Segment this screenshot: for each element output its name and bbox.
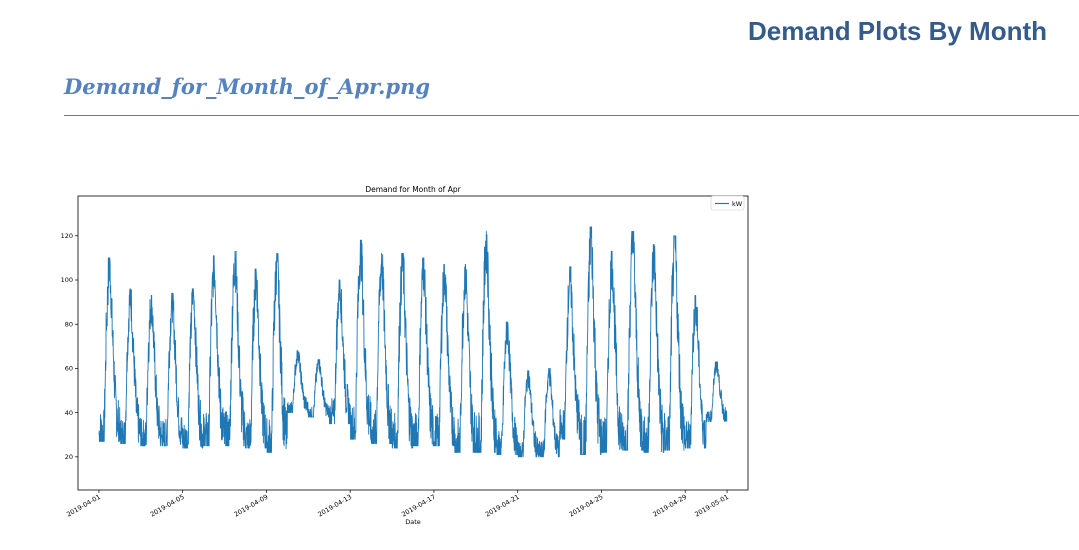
y-tick-label: 60: [65, 365, 73, 373]
x-tick-label: 2019-05-01: [693, 493, 730, 519]
y-tick-label: 80: [65, 320, 73, 328]
title-divider: [64, 115, 1079, 116]
chart-svg: Demand for Month of Apr 20 40 60 80 100 120 2…: [61, 185, 749, 526]
x-axis: 2019-04-01 2019-04-05 2019-04-09 2019-04-13…: [65, 490, 730, 519]
file-title: Demand_for_Month_of_Apr.png: [64, 74, 431, 99]
x-tick-label: 2019-04-01: [65, 493, 102, 519]
chart-title: Demand for Month of Apr: [365, 185, 461, 194]
x-tick-label: 2019-04-21: [484, 493, 521, 519]
page-heading: Demand Plots By Month: [748, 16, 1048, 46]
x-tick-label: 2019-04-29: [651, 493, 688, 519]
plot-frame: [77, 195, 749, 491]
x-tick-label: 2019-04-13: [316, 493, 353, 519]
x-tick-label: 2019-04-09: [233, 493, 270, 519]
legend-entry-kw: kW: [732, 200, 743, 208]
chart-marks: [98, 226, 728, 458]
legend: kW: [710, 195, 745, 211]
y-tick-label: 100: [61, 276, 73, 284]
series-line-kw: [98, 226, 728, 458]
y-axis: 20 40 60 80 100 120: [61, 232, 78, 461]
demand-chart: Demand for Month of Apr 20 40 60 80 100 120 2…: [0, 175, 760, 550]
x-tick-label: 2019-04-17: [400, 493, 437, 519]
x-tick-label: 2019-04-05: [149, 493, 186, 519]
y-tick-label: 20: [65, 453, 73, 461]
x-axis-label: Date: [405, 518, 421, 526]
x-tick-label: 2019-04-25: [568, 493, 605, 519]
y-tick-label: 120: [61, 232, 73, 240]
y-tick-label: 40: [65, 409, 73, 417]
